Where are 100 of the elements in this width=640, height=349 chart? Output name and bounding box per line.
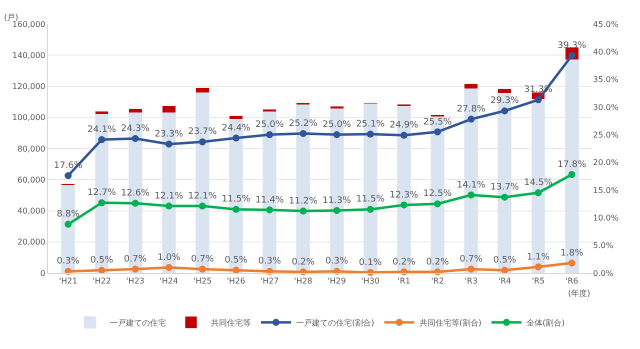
y-tick-label: 0 <box>40 268 46 278</box>
point <box>232 206 240 213</box>
point <box>400 201 408 208</box>
point <box>98 199 106 206</box>
data-label: 0.5% <box>90 256 114 266</box>
data-label: 29.3% <box>490 96 520 106</box>
point <box>501 194 508 201</box>
x-tick-label: 'H24 <box>160 276 178 286</box>
data-label: 0.5% <box>493 256 517 266</box>
y-tick-label: 60,000 <box>17 175 46 184</box>
x-tick-label: 'H25 <box>193 276 212 286</box>
point <box>333 206 340 214</box>
point <box>198 138 206 146</box>
y-tick-label: 20,000 <box>17 238 46 247</box>
x-tick-label: 'H28 <box>294 276 312 286</box>
data-label: 13.7% <box>490 182 520 193</box>
data-label: 0.5% <box>224 256 248 266</box>
legend-label: 共同住宅等(割合) <box>419 318 482 328</box>
data-label: 0.3% <box>325 256 349 267</box>
y2-tick-label: 10.0% <box>593 213 619 222</box>
point <box>501 107 508 114</box>
x-tick-label: 'R1 <box>398 276 410 286</box>
data-label: 11.5% <box>222 194 251 205</box>
data-label: 27.8% <box>456 104 486 115</box>
point <box>434 200 442 208</box>
legend-label: 共同住宅等 <box>211 318 251 328</box>
point <box>434 128 442 136</box>
data-label: 39.3% <box>558 40 587 51</box>
point <box>64 220 72 228</box>
data-label: 25.5% <box>423 117 452 128</box>
point <box>64 172 72 180</box>
y2-tick-label: 40.0% <box>593 47 619 56</box>
data-label: 0.7% <box>191 254 214 265</box>
x-tick-label: 'R3 <box>464 276 478 286</box>
point <box>98 136 106 144</box>
data-label: 25.2% <box>288 118 318 129</box>
x-tick-label: 'H22 <box>92 276 111 286</box>
legend-label: 全体(割合) <box>526 318 565 328</box>
x-tick-label: 'R4 <box>498 276 512 286</box>
data-label: 23.7% <box>188 127 218 138</box>
data-label: 0.7% <box>460 254 483 265</box>
y2-tick-label: 35.0% <box>593 75 619 84</box>
y2-tick-label: 15.0% <box>593 186 619 195</box>
point <box>198 202 206 210</box>
y-tick-label: 160,000 <box>12 20 46 29</box>
point <box>198 266 206 273</box>
text: (戸) <box>4 13 18 22</box>
data-label: 1.0% <box>157 252 181 263</box>
data-label: 11.2% <box>288 196 318 206</box>
text: (年度) <box>568 289 590 298</box>
point <box>400 132 408 139</box>
y2-tick-label: 5.0% <box>593 241 614 250</box>
data-label: 25.1% <box>356 119 386 130</box>
point <box>366 206 374 213</box>
legend-label: 一戸建ての住宅 <box>110 318 166 328</box>
data-label: 17.8% <box>558 160 587 170</box>
data-label: 14.1% <box>456 180 486 190</box>
data-label: 11.4% <box>255 195 284 206</box>
point <box>468 191 475 198</box>
data-label: 25.0% <box>322 120 352 130</box>
point <box>501 266 508 274</box>
data-label: 0.3% <box>258 256 282 267</box>
data-label: 24.3% <box>121 124 150 134</box>
y-tick-label: 100,000 <box>12 113 46 122</box>
point <box>232 266 240 274</box>
y2-tick-label: 25.0% <box>593 130 619 140</box>
data-label: 23.3% <box>154 129 184 140</box>
y2-tick-label: 20.0% <box>593 158 619 168</box>
x-tick-label: 'R6 <box>565 276 578 286</box>
data-label: 12.1% <box>188 191 218 202</box>
data-label: 0.2% <box>426 257 450 268</box>
data-label: 0.1% <box>358 258 382 268</box>
data-label: 14.5% <box>524 178 554 188</box>
point <box>132 266 139 273</box>
data-label: 1.8% <box>560 248 584 258</box>
y-tick-label: 80,000 <box>17 144 46 154</box>
x-tick-label: 'H29 <box>328 276 346 286</box>
point <box>165 140 172 148</box>
data-label: 8.8% <box>56 210 80 220</box>
data-label: 12.7% <box>87 188 116 198</box>
data-label: 25.0% <box>255 120 284 130</box>
point <box>568 260 576 267</box>
y-tick-label: 40,000 <box>17 206 46 216</box>
data-label: 12.3% <box>390 190 419 200</box>
data-label: 0.7% <box>124 254 148 265</box>
y2-tick-label: 45.0% <box>593 20 619 29</box>
point <box>534 263 542 270</box>
point <box>534 189 542 196</box>
point <box>534 96 542 104</box>
data-label: 0.3% <box>56 256 80 267</box>
point <box>232 134 240 142</box>
point <box>366 130 374 138</box>
point <box>266 206 274 214</box>
point <box>266 131 274 138</box>
point <box>300 130 307 138</box>
point <box>333 131 340 138</box>
x-tick-label: 'H26 <box>226 276 246 286</box>
point <box>132 135 139 142</box>
data-label: 0.2% <box>392 257 416 268</box>
point <box>98 266 106 274</box>
